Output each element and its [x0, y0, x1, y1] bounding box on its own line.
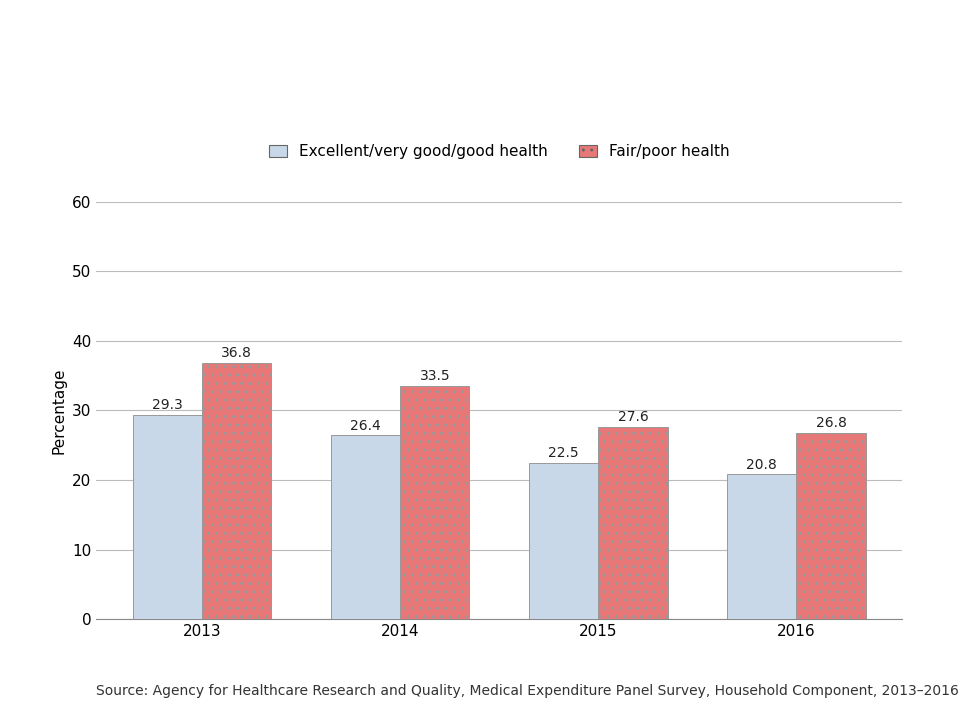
Bar [331, 436, 400, 619]
Bar [598, 427, 667, 619]
Text: 29.3: 29.3 [152, 398, 182, 413]
Text: 36.8: 36.8 [221, 346, 252, 360]
Text: 22.5: 22.5 [548, 446, 579, 460]
Text: Figure 12. Percentage of non-elderly adults, ages 18–64,
who were ever uninsured: Figure 12. Percentage of non-elderly adu… [88, 37, 756, 116]
Bar [202, 363, 272, 619]
Y-axis label: Percentage: Percentage [51, 367, 66, 454]
Bar [727, 474, 797, 619]
Text: Source: Agency for Healthcare Research and Quality, Medical Expenditure Panel Su: Source: Agency for Healthcare Research a… [96, 685, 960, 698]
Text: 27.6: 27.6 [617, 410, 648, 424]
Bar [400, 386, 469, 619]
Bar [132, 415, 202, 619]
Text: 26.8: 26.8 [816, 416, 847, 430]
Bar [529, 463, 598, 619]
Bar [797, 433, 866, 619]
Text: 33.5: 33.5 [420, 369, 450, 383]
Text: 26.4: 26.4 [350, 418, 381, 433]
Legend: Excellent/very good/good health, Fair/poor health: Excellent/very good/good health, Fair/po… [263, 138, 735, 166]
Text: 20.8: 20.8 [746, 458, 777, 472]
Ellipse shape [816, 8, 960, 230]
